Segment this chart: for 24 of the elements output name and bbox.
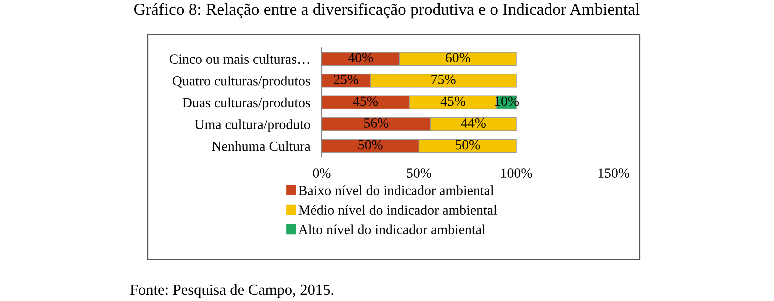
data-label: 50%	[456, 140, 480, 150]
y-tick-label: Cinco ou mais culturas…	[170, 54, 310, 64]
x-tick-label: 0%	[313, 168, 331, 178]
legend-label: Alto nível do indicador ambiental	[298, 224, 486, 235]
data-label: 45%	[353, 96, 378, 106]
data-label: 75%	[432, 74, 456, 84]
data-label: 25%	[334, 74, 359, 84]
y-tick-label: Duas culturas/produtos	[182, 98, 310, 110]
data-label: 45%	[440, 96, 466, 106]
data-label: 44%	[461, 118, 486, 128]
chart-title: Gráfico 8: Relação entre a diversificação produtiva e o Indicador Ambiental	[134, 3, 640, 19]
data-label: 50%	[358, 140, 383, 150]
y-tick-label: Nenhuma Cultura	[212, 141, 311, 152]
data-label: 56%	[364, 118, 389, 128]
source-note: Fonte: Pesquisa de Campo, 2015.	[130, 284, 334, 298]
legend-label: Médio nível do indicador ambiental	[298, 205, 498, 215]
x-tick-label: 50%	[407, 168, 432, 178]
y-tick-label: Uma cultura/produto	[195, 120, 310, 132]
legend-label: Baixo nível do indicador ambiental	[298, 186, 494, 196]
data-label: 40%	[348, 53, 374, 63]
x-tick-label: 150%	[598, 168, 630, 178]
data-label: 60%	[446, 53, 470, 63]
y-tick-label: Quatro culturas/produtos	[172, 76, 310, 89]
x-tick-label: 100%	[502, 168, 532, 178]
